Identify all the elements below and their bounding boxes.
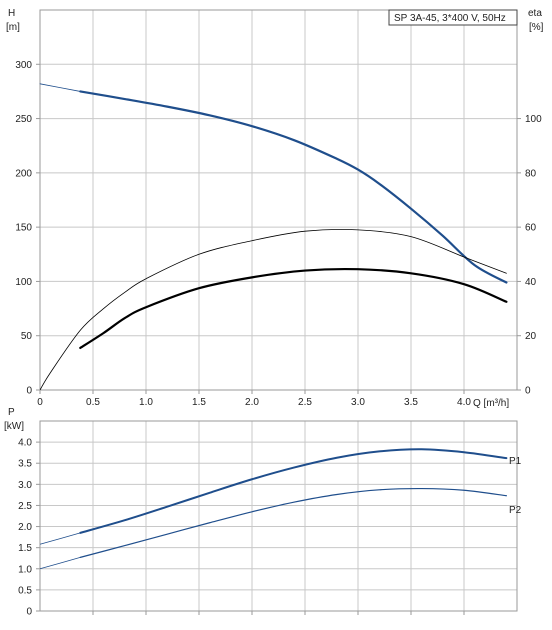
efficiency-axis-ticks: 0 20 40 60 80 100 — [517, 114, 542, 397]
head-plot-grid — [40, 10, 517, 390]
power-plot: 0 0.5 1.0 1.5 2.0 2.5 3.0 3.5 4.0 P [kW] P1 P2 — [4, 407, 522, 618]
head-tick-label: 0 — [26, 386, 32, 397]
efficiency-tick-label: 0 — [525, 386, 531, 397]
head-tick-label: 150 — [15, 223, 32, 234]
power-p1-curve-extrapolated — [39, 532, 81, 545]
flow-tick-label: 4.0 — [457, 397, 471, 408]
power-plot-frame — [39, 420, 518, 612]
power-p2-curve-extrapolated — [39, 556, 81, 570]
flow-tick-label: 1.5 — [192, 397, 206, 408]
flow-tick-label: 2.5 — [298, 397, 312, 408]
flow-tick-label: 3.0 — [351, 397, 365, 408]
efficiency-tick-label: 40 — [525, 277, 537, 288]
efficiency-axis-label: eta — [528, 8, 542, 19]
head-tick-label: 100 — [15, 277, 32, 288]
flow-tick-label: 3.5 — [404, 397, 418, 408]
power-tick-label: 1.5 — [18, 543, 32, 554]
power-tick-label: 3.5 — [18, 459, 32, 470]
head-tick-label: 200 — [15, 168, 32, 179]
power-axis-ticks: 0 0.5 1.0 1.5 2.0 2.5 3.0 3.5 4.0 — [18, 438, 465, 618]
flow-tick-label: 0 — [37, 397, 43, 408]
head-axis-unit-label: [m] — [6, 22, 20, 33]
power-axis-label: P — [8, 407, 15, 418]
efficiency-axis-unit: [%] — [529, 22, 544, 33]
head-tick-label: 50 — [21, 331, 33, 342]
power-plot-grid — [40, 421, 517, 611]
power-tick-label: 3.0 — [18, 480, 32, 491]
power-curves — [39, 448, 508, 570]
head-curve-extrapolated — [39, 83, 81, 92]
power-axis-unit: [kW] — [4, 421, 24, 432]
power-tick-label: 2.5 — [18, 501, 32, 512]
head-tick-label: 300 — [15, 60, 32, 71]
efficiency-tick-label: 60 — [525, 223, 537, 234]
head-axis-ticks: 0 50 100 150 200 250 300 — [15, 60, 40, 397]
flow-axis-ticks: 0 0.5 1.0 1.5 2.0 2.5 3.0 3.5 4.0 — [37, 390, 471, 408]
efficiency-curve-hydraulic — [39, 229, 507, 391]
power-tick-label: 0.5 — [18, 585, 32, 596]
head-efficiency-curves — [39, 83, 508, 391]
legend-p2: P2 — [509, 505, 522, 516]
flow-axis-label: Q [m³/h] — [473, 398, 509, 409]
head-axis-label: H — [8, 8, 15, 19]
title-box — [388, 9, 518, 26]
power-tick-label: 4.0 — [18, 438, 32, 449]
efficiency-tick-label: 80 — [525, 168, 537, 179]
efficiency-curve-total — [79, 267, 508, 350]
power-tick-label: 0 — [26, 607, 32, 618]
efficiency-tick-label: 100 — [525, 114, 542, 125]
efficiency-tick-label: 20 — [525, 331, 537, 342]
power-tick-label: 1.0 — [18, 564, 32, 575]
head-efficiency-plot: 0 0.5 1.0 1.5 2.0 2.5 3.0 3.5 4.0 05010015020025… — [6, 8, 544, 409]
flow-tick-label: 1.0 — [139, 397, 153, 408]
head-plot-frame — [39, 9, 518, 391]
head-curve — [79, 90, 508, 284]
flow-tick-label: 2.0 — [245, 397, 259, 408]
legend-p1: P1 — [509, 456, 522, 467]
power-tick-label: 2.0 — [18, 522, 32, 533]
power-p2-curve — [79, 487, 507, 558]
chart-title: SP 3A-45, 3*400 V, 50Hz — [394, 13, 506, 24]
head-tick-label: 250 — [15, 114, 32, 125]
power-p1-curve — [79, 448, 508, 534]
flow-tick-label: 0.5 — [86, 397, 100, 408]
